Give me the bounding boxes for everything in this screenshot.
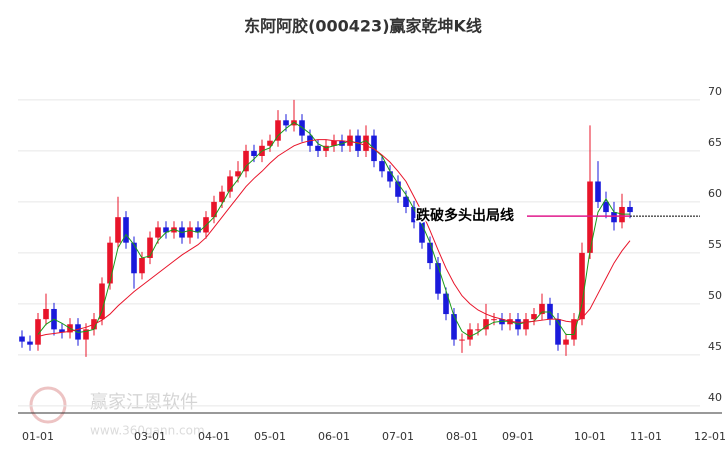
candle-body bbox=[243, 150, 249, 172]
x-tick-label: 11-01 bbox=[630, 430, 662, 443]
candle-body bbox=[147, 237, 153, 258]
candle-body bbox=[387, 171, 393, 182]
candle-body bbox=[459, 339, 465, 341]
x-tick-label: 08-01 bbox=[446, 430, 478, 443]
candle-body bbox=[475, 329, 481, 331]
candle-body bbox=[563, 339, 569, 345]
candle-body bbox=[155, 227, 161, 238]
candle-body bbox=[427, 242, 433, 264]
candle-body bbox=[107, 242, 113, 284]
candle-body bbox=[331, 140, 337, 146]
x-tick-label: 01-01 bbox=[22, 430, 54, 443]
x-tick-label: 04-01 bbox=[198, 430, 230, 443]
candle-body bbox=[187, 227, 193, 238]
candle-body bbox=[619, 206, 625, 223]
candle-body bbox=[35, 319, 41, 345]
candle-body bbox=[531, 314, 537, 320]
x-tick-label: 05-01 bbox=[254, 430, 286, 443]
candle-body bbox=[467, 329, 473, 340]
candle-body bbox=[411, 206, 417, 223]
candle-body bbox=[379, 161, 385, 172]
candle-body bbox=[363, 135, 369, 151]
candle-body bbox=[27, 341, 33, 345]
y-tick-label: 40 bbox=[708, 391, 722, 404]
candle-body bbox=[603, 201, 609, 213]
candle-body bbox=[219, 191, 225, 202]
candle-body bbox=[123, 217, 129, 243]
x-tick-label: 03-01 bbox=[134, 430, 166, 443]
candle-body bbox=[43, 308, 49, 320]
candle-body bbox=[419, 222, 425, 243]
candle-body bbox=[435, 263, 441, 294]
candle-body bbox=[163, 227, 169, 233]
candle-body bbox=[611, 212, 617, 223]
candle-body bbox=[235, 171, 241, 177]
candle-body bbox=[523, 319, 529, 330]
candle-body bbox=[491, 319, 497, 321]
candle-body bbox=[251, 150, 257, 156]
candle-body bbox=[99, 283, 105, 320]
y-tick-label: 65 bbox=[708, 136, 722, 149]
candle-body bbox=[555, 319, 561, 345]
candle-body bbox=[59, 329, 65, 333]
x-tick-label: 09-01 bbox=[502, 430, 534, 443]
candle-body bbox=[275, 120, 281, 141]
candle-body bbox=[483, 319, 489, 330]
y-tick-label: 60 bbox=[708, 187, 722, 200]
candle-body bbox=[283, 120, 289, 126]
watermark-url: www.360gann.com bbox=[90, 424, 205, 438]
x-tick-label: 10-01 bbox=[574, 430, 606, 443]
candle-body bbox=[19, 336, 25, 342]
candle-body bbox=[83, 329, 89, 340]
candle-body bbox=[131, 242, 137, 274]
watermark-logo bbox=[29, 386, 67, 424]
x-tick-label: 06-01 bbox=[318, 430, 350, 443]
candle-body bbox=[595, 181, 601, 202]
chart-title: 东阿阿胶(000423)赢家乾坤K线 bbox=[244, 17, 482, 36]
candle-body bbox=[499, 319, 505, 325]
candle-body bbox=[403, 196, 409, 207]
candle-body bbox=[451, 314, 457, 340]
watermark-name: 赢家江恩软件 bbox=[90, 391, 198, 413]
annotation-text: 跌破多头出局线 bbox=[416, 207, 514, 224]
candle-body bbox=[115, 217, 121, 243]
candle-body bbox=[627, 206, 633, 213]
candle-body bbox=[571, 319, 577, 340]
x-tick-label: 12-01 bbox=[694, 430, 726, 443]
candle-body bbox=[579, 252, 585, 320]
candle-body bbox=[211, 201, 217, 218]
candle-body bbox=[195, 227, 201, 233]
watermark: 赢家江恩软件 www.360gann.com bbox=[29, 386, 205, 438]
y-tick-label: 50 bbox=[708, 289, 722, 302]
candle-body bbox=[539, 303, 545, 315]
y-tick-label: 55 bbox=[708, 238, 722, 251]
moving-average-line bbox=[37, 139, 631, 337]
candle-body bbox=[139, 257, 145, 274]
candle-body bbox=[587, 181, 593, 253]
candle-body bbox=[547, 303, 553, 320]
y-tick-label: 45 bbox=[708, 340, 722, 353]
candle-body bbox=[315, 145, 321, 151]
candle-body bbox=[267, 140, 273, 146]
y-tick-label: 70 bbox=[708, 85, 722, 98]
x-tick-label: 07-01 bbox=[382, 430, 414, 443]
candle-body bbox=[395, 181, 401, 197]
candle-body bbox=[227, 176, 233, 192]
candle-body bbox=[443, 293, 449, 315]
